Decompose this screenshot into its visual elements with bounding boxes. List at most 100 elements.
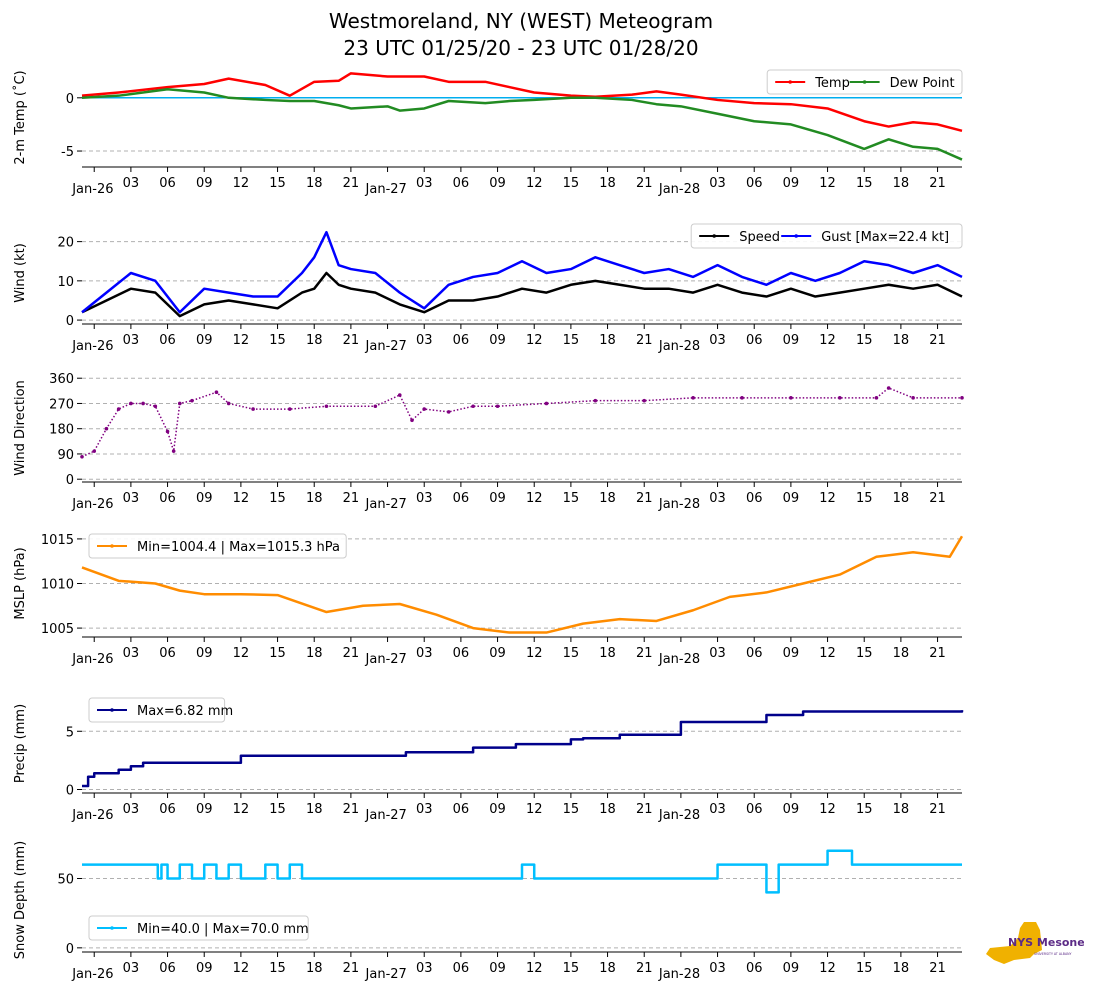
y-tick-label: 1010: [41, 578, 74, 593]
legend-label: Speed: [739, 230, 780, 245]
series-line-dew-point: [81, 88, 963, 161]
x-tick-label: 15: [269, 646, 286, 661]
y-axis-label: Snow Depth (mm): [13, 841, 28, 959]
x-tick-label: 12: [526, 333, 543, 348]
x-tick-label: 12: [233, 333, 250, 348]
legend-label: Temp: [814, 76, 850, 91]
x-tick-label: 03: [123, 491, 140, 506]
x-tick-label: 09: [489, 802, 506, 817]
panel-4: 1005 1010 1015 Jan-26 03 06 09 12 15 18 21 Jan-27 03…: [13, 533, 964, 667]
series-line-min-40-0-max-70-0-mm: [82, 849, 962, 894]
x-tick-label: 03: [416, 491, 433, 506]
legend: Min=40.0 | Max=70.0 mm: [88, 915, 309, 941]
x-tick-label: 18: [306, 176, 323, 191]
x-tick-label: Jan-26: [71, 339, 113, 354]
x-tick-label: 12: [526, 802, 543, 817]
y-tick-label: 360: [49, 372, 74, 387]
series-line-speed: [81, 271, 963, 318]
x-tick-label: 12: [819, 176, 836, 191]
panel-2: 0 10 20 Jan-26 03 06 09 12 15 18 21 Jan-27 03 06 09 12 1…: [13, 223, 963, 354]
y-tick-label: 10: [57, 275, 74, 290]
x-tick-label: 18: [599, 333, 616, 348]
legend: Min=1004.4 | Max=1015.3 hPa: [88, 533, 347, 559]
x-tick-label: 09: [783, 646, 800, 661]
x-tick-label: 15: [563, 646, 580, 661]
x-tick-label: 18: [893, 491, 910, 506]
x-tick-label: 06: [453, 333, 470, 348]
legend-label: Dew Point: [890, 76, 955, 91]
x-tick-label: Jan-26: [71, 808, 113, 823]
x-tick-label: 15: [563, 802, 580, 817]
x-tick-label: 21: [636, 802, 653, 817]
data-point: [837, 396, 842, 400]
x-tick-label: 18: [306, 491, 323, 506]
x-tick-label: 21: [929, 333, 946, 348]
data-point: [642, 398, 647, 403]
panel-1: 0 -5 Jan-26 03 06 09 12 15 18 21 Jan-27 03 06 09 12 15 1…: [12, 69, 963, 197]
x-tick-label: 15: [563, 176, 580, 191]
x-tick-label: 09: [783, 491, 800, 506]
legend-marker: [110, 544, 114, 548]
x-tick-label: 03: [123, 646, 140, 661]
y-tick-label: 90: [57, 448, 74, 463]
x-tick-label: 21: [343, 491, 360, 506]
x-tick-label: 06: [746, 802, 763, 817]
x-tick-label: Jan-26: [71, 182, 113, 197]
x-tick-label: 12: [526, 961, 543, 976]
legend-marker: [788, 80, 792, 84]
x-tick-label: 09: [196, 646, 213, 661]
x-tick-label: 12: [233, 802, 250, 817]
x-tick-label: 15: [269, 491, 286, 506]
chart-title-line2: 23 UTC 01/25/20 - 23 UTC 01/28/20: [343, 36, 698, 60]
data-point: [446, 410, 451, 414]
x-tick-label: 06: [746, 491, 763, 506]
meteogram-panels: 0 -5 Jan-26 03 06 09 12 15 18 21 Jan-27 03 06 09 12 15 1…: [12, 69, 964, 982]
x-tick-label: Jan-27: [365, 182, 407, 197]
y-tick-label: 180: [49, 423, 74, 438]
x-tick-label: 03: [709, 646, 726, 661]
y-tick-label: 0: [66, 473, 74, 488]
x-tick-label: 09: [196, 176, 213, 191]
series-line-max-6-82-mm: [82, 710, 964, 788]
x-tick-label: 09: [783, 176, 800, 191]
panel-6: 0 50 Jan-26 03 06 09 12 15 18 21 Jan-27 03 06 09 12 15 1…: [13, 841, 962, 982]
x-tick-label: 06: [453, 646, 470, 661]
x-tick-label: 15: [563, 491, 580, 506]
y-tick-label: 0: [66, 92, 74, 107]
legend-marker: [862, 80, 867, 84]
y-tick-label: 20: [57, 236, 74, 251]
x-tick-label: 06: [159, 491, 176, 506]
x-tick-label: 18: [599, 176, 616, 191]
y-tick-label: 270: [49, 397, 74, 412]
x-tick-label: Jan-26: [71, 967, 113, 982]
x-tick-label: 12: [819, 646, 836, 661]
x-tick-label: 18: [599, 646, 616, 661]
y-tick-label: -5: [61, 145, 74, 160]
legend-marker: [794, 234, 798, 238]
x-tick-label: 09: [783, 961, 800, 976]
x-tick-label: 09: [489, 646, 506, 661]
x-tick-label: 21: [636, 491, 653, 506]
x-tick-label: Jan-28: [658, 497, 700, 512]
x-tick-label: 09: [489, 961, 506, 976]
x-tick-label: 06: [746, 961, 763, 976]
x-tick-label: 18: [893, 646, 910, 661]
x-tick-label: Jan-28: [658, 652, 700, 667]
x-tick-label: 09: [196, 491, 213, 506]
x-tick-label: 18: [893, 176, 910, 191]
legend-box: [88, 915, 309, 941]
x-tick-label: 21: [929, 176, 946, 191]
x-tick-label: 18: [599, 491, 616, 506]
x-tick-label: 18: [893, 961, 910, 976]
x-tick-label: 09: [489, 333, 506, 348]
series-line-min-1004-4-max-1015-3-hpa: [81, 535, 964, 634]
x-tick-label: 03: [709, 961, 726, 976]
y-tick-label: 1005: [41, 622, 74, 637]
x-tick-label: 03: [416, 176, 433, 191]
x-tick-label: 21: [343, 646, 360, 661]
x-tick-label: 15: [856, 802, 873, 817]
x-tick-label: 09: [196, 961, 213, 976]
panel-5: 0 5 Jan-26 03 06 09 12 15 18 21 Jan-27 03 06 09 12 15 18…: [13, 697, 964, 823]
x-tick-label: 06: [159, 176, 176, 191]
x-tick-label: 21: [343, 961, 360, 976]
